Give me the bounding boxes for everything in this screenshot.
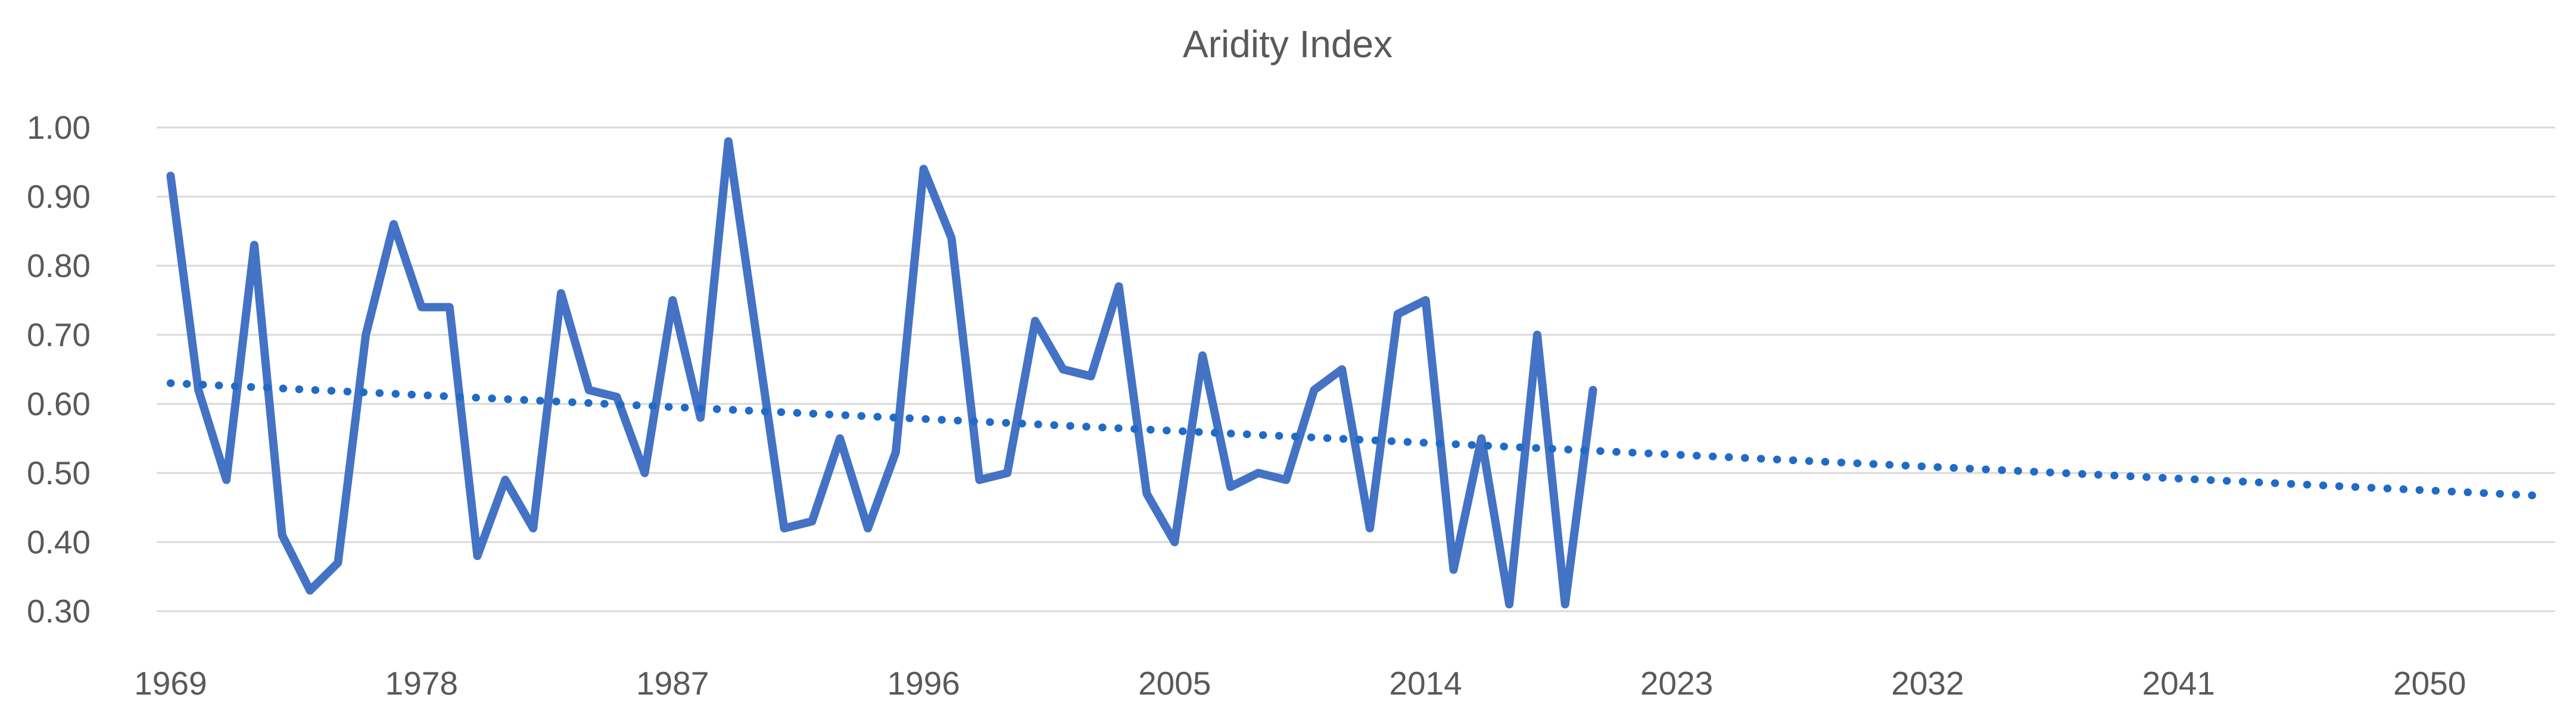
y-tick-label: 0.70 xyxy=(27,316,91,353)
y-tick-label: 0.50 xyxy=(27,455,91,491)
y-tick-label: 0.40 xyxy=(27,524,91,561)
x-tick-label: 1969 xyxy=(134,665,207,702)
x-tick-label: 2005 xyxy=(1138,665,1211,702)
y-tick-label: 0.30 xyxy=(27,593,91,630)
x-axis-labels: 1969 1978 1987 1996 2005 2014 2023 2032 2041 2050 xyxy=(134,665,2466,702)
y-tick-label: 0.80 xyxy=(27,247,91,284)
x-tick-label: 1996 xyxy=(887,665,960,702)
x-tick-label: 1978 xyxy=(385,665,458,702)
y-tick-label: 1.00 xyxy=(27,109,91,146)
x-tick-label: 2050 xyxy=(2393,665,2466,702)
chart-title: Aridity Index xyxy=(1183,23,1393,66)
linear-trendline xyxy=(166,379,2546,500)
x-tick-label: 2041 xyxy=(2142,665,2215,702)
x-tick-label: 2023 xyxy=(1640,665,1713,702)
x-tick-label: 1987 xyxy=(636,665,709,702)
aridity-series-line xyxy=(166,137,1597,609)
x-tick-label: 2032 xyxy=(1891,665,1964,702)
y-axis-labels: 1.00 0.90 0.80 0.70 0.60 0.50 0.40 0.30 xyxy=(27,109,91,630)
gridlines xyxy=(157,126,2555,612)
y-tick-label: 0.90 xyxy=(27,178,91,215)
y-tick-label: 0.60 xyxy=(27,385,91,422)
x-tick-label: 2014 xyxy=(1389,665,1462,702)
